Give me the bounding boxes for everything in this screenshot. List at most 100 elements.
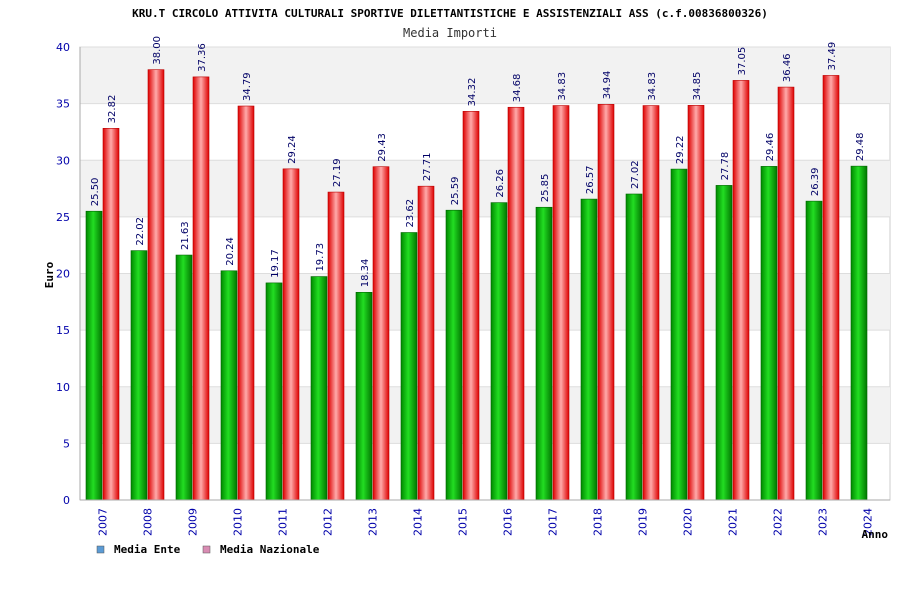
- data-label: 26.39: [810, 167, 821, 196]
- bar-media-ente-2019: [625, 193, 643, 501]
- data-label: 19.73: [315, 243, 326, 272]
- legend-swatch-media-nazionale: [202, 545, 211, 554]
- data-label: 29.46: [765, 133, 776, 162]
- data-label: 18.34: [360, 259, 371, 288]
- bars-group: [85, 69, 868, 501]
- bar-media-ente-2009: [175, 254, 193, 501]
- y-tick-label: 0: [63, 494, 70, 507]
- bar-media-ente-2023: [805, 200, 823, 501]
- data-label: 37.36: [197, 43, 208, 72]
- data-label: 23.62: [405, 199, 416, 228]
- y-tick-label: 25: [56, 211, 70, 224]
- y-tick-label: 10: [56, 381, 70, 394]
- bar-media-ente-2017: [535, 206, 553, 501]
- bar-media-ente-2015: [445, 209, 463, 501]
- data-labels-group: 25.50 32.82 22.02 38.00 21.63 37.36 20.24 34.79…: [90, 36, 866, 287]
- bar-media-nazionale-2017: [552, 105, 570, 501]
- data-label: 22.02: [135, 217, 146, 246]
- bar-media-nazionale-2015: [462, 111, 480, 501]
- data-label: 27.02: [630, 160, 641, 189]
- x-tick-label: 2022: [772, 508, 785, 536]
- x-tick-label: 2020: [682, 508, 695, 536]
- data-label: 25.50: [90, 178, 101, 207]
- data-label: 26.26: [495, 169, 506, 198]
- bar-media-nazionale-2008: [147, 69, 165, 501]
- legend-label-media-ente: Media Ente: [114, 543, 181, 556]
- x-tick-label: 2018: [592, 508, 605, 536]
- x-tick-label: 2017: [547, 508, 560, 536]
- bar-media-nazionale-2020: [687, 105, 705, 501]
- bar-media-nazionale-2014: [417, 185, 435, 501]
- x-tick-label: 2011: [277, 508, 290, 536]
- legend-label-media-nazionale: Media Nazionale: [220, 543, 320, 556]
- bar-media-nazionale-2009: [192, 76, 210, 501]
- data-label: 27.19: [332, 158, 343, 187]
- bar-media-ente-2024: [850, 165, 868, 501]
- x-tick-label: 2007: [97, 508, 110, 536]
- y-tick-label: 20: [56, 268, 70, 281]
- bar-media-nazionale-2021: [732, 80, 750, 501]
- y-axis-title: Euro: [43, 261, 56, 288]
- x-tick-label: 2009: [187, 508, 200, 536]
- x-tick-label: 2013: [367, 508, 380, 536]
- x-axis-title: Anno: [862, 528, 889, 541]
- y-tick-label: 35: [56, 98, 70, 111]
- data-label: 34.79: [242, 72, 253, 101]
- bar-media-ente-2013: [355, 291, 373, 501]
- x-tick-label: 2015: [457, 508, 470, 536]
- x-axis: 2007 2008 2009 2010 2011 2012 2013 2014 2015 2016…: [80, 499, 890, 536]
- chart-subtitle: Media Importi: [403, 26, 497, 40]
- y-tick-label: 15: [56, 324, 70, 337]
- bar-media-ente-2021: [715, 185, 733, 501]
- data-label: 27.71: [422, 153, 433, 182]
- data-label: 34.94: [602, 71, 613, 100]
- legend-swatch-media-ente: [96, 545, 105, 554]
- bar-media-ente-2018: [580, 198, 598, 501]
- data-label: 34.83: [557, 72, 568, 101]
- x-tick-label: 2014: [412, 508, 425, 536]
- bar-media-nazionale-2019: [642, 105, 660, 501]
- data-label: 36.46: [782, 53, 793, 82]
- data-label: 29.48: [855, 132, 866, 161]
- y-tick-label: 30: [56, 154, 70, 167]
- grid-band: [80, 386, 890, 444]
- x-tick-label: 2024: [862, 508, 875, 536]
- bar-media-ente-2020: [670, 168, 688, 501]
- data-label: 34.68: [512, 74, 523, 103]
- bar-media-ente-2008: [130, 250, 148, 501]
- x-tick-label: 2010: [232, 508, 245, 536]
- data-label: 19.17: [270, 249, 281, 278]
- bar-media-ente-2014: [400, 232, 418, 501]
- data-label: 34.83: [647, 72, 658, 101]
- x-tick-label: 2016: [502, 508, 515, 536]
- data-label: 25.85: [540, 174, 551, 203]
- data-label: 29.22: [675, 135, 686, 164]
- bar-media-nazionale-2013: [372, 166, 390, 501]
- x-tick-label: 2008: [142, 508, 155, 536]
- data-label: 37.49: [827, 42, 838, 71]
- grid-band: [80, 160, 890, 217]
- x-tick-label: 2012: [322, 508, 335, 536]
- bar-media-ente-2007: [85, 210, 103, 501]
- y-axis: 0 5 10 15 20 25 30 35 40: [56, 41, 81, 507]
- data-label: 29.24: [287, 135, 298, 164]
- data-label: 29.43: [377, 133, 388, 162]
- bar-media-nazionale-2023: [822, 75, 840, 501]
- x-tick-label: 2023: [817, 508, 830, 536]
- bar-media-nazionale-2007: [102, 128, 120, 501]
- bar-media-nazionale-2022: [777, 86, 795, 501]
- data-label: 27.78: [720, 152, 731, 181]
- data-label: 32.82: [107, 95, 118, 124]
- bar-media-nazionale-2016: [507, 106, 525, 501]
- x-tick-label: 2019: [637, 508, 650, 536]
- bar-media-ente-2016: [490, 202, 508, 501]
- bar-media-ente-2011: [265, 282, 283, 501]
- data-label: 25.59: [450, 177, 461, 206]
- bar-media-nazionale-2010: [237, 105, 255, 501]
- bar-media-nazionale-2018: [597, 104, 615, 501]
- grid-band: [80, 47, 890, 104]
- bar-media-ente-2012: [310, 276, 328, 501]
- bar-media-ente-2010: [220, 270, 238, 501]
- chart-title: KRU.T CIRCOLO ATTIVITA CULTURALI SPORTIV…: [132, 7, 768, 20]
